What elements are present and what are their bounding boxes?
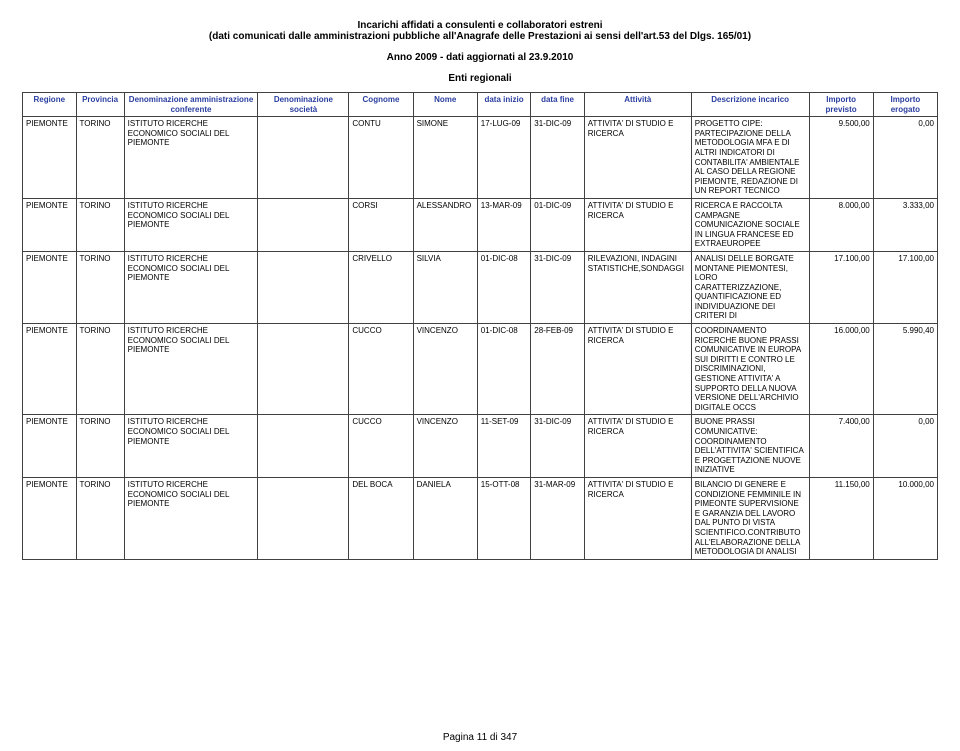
column-header: Denominazione società [258,93,349,117]
report-year-line: Anno 2009 - dati aggiornati al 23.9.2010 [22,52,938,63]
table-row: PIEMONTETORINOISTITUTO RICERCHE ECONOMIC… [23,324,938,415]
column-header: Importo erogato [873,93,937,117]
cell-descrizione: BILANCIO DI GENERE E CONDIZIONE FEMMINIL… [691,477,809,559]
cell-amministrazione: ISTITUTO RICERCHE ECONOMICO SOCIALI DEL … [124,198,258,251]
cell-provincia: TORINO [76,198,124,251]
cell-amministrazione: ISTITUTO RICERCHE ECONOMICO SOCIALI DEL … [124,251,258,323]
cell-erogato: 17.100,00 [873,251,937,323]
cell-data_inizio: 15-OTT-08 [477,477,531,559]
cell-data_fine: 28-FEB-09 [531,324,585,415]
cell-societa [258,251,349,323]
cell-amministrazione: ISTITUTO RICERCHE ECONOMICO SOCIALI DEL … [124,324,258,415]
column-header: Cognome [349,93,413,117]
cell-previsto: 8.000,00 [809,198,873,251]
cell-regione: PIEMONTE [23,198,77,251]
cell-previsto: 16.000,00 [809,324,873,415]
cell-regione: PIEMONTE [23,324,77,415]
cell-previsto: 7.400,00 [809,415,873,478]
cell-previsto: 11.150,00 [809,477,873,559]
cell-erogato: 0,00 [873,415,937,478]
report-title-2: (dati comunicati dalle amministrazioni p… [22,31,938,42]
cell-data_fine: 31-MAR-09 [531,477,585,559]
cell-erogato: 10.000,00 [873,477,937,559]
cell-cognome: CONTU [349,117,413,199]
cell-provincia: TORINO [76,415,124,478]
cell-nome: VINCENZO [413,324,477,415]
cell-data_fine: 31-DIC-09 [531,117,585,199]
cell-amministrazione: ISTITUTO RICERCHE ECONOMICO SOCIALI DEL … [124,477,258,559]
cell-data_fine: 31-DIC-09 [531,251,585,323]
cell-nome: SIMONE [413,117,477,199]
cell-attivita: ATTIVITA' DI STUDIO E RICERCA [584,198,691,251]
column-header: Importo previsto [809,93,873,117]
column-header: Attività [584,93,691,117]
cell-data_inizio: 01-DIC-08 [477,324,531,415]
cell-regione: PIEMONTE [23,117,77,199]
column-header: data inizio [477,93,531,117]
cell-nome: DANIELA [413,477,477,559]
cell-amministrazione: ISTITUTO RICERCHE ECONOMICO SOCIALI DEL … [124,117,258,199]
report-section-heading: Enti regionali [22,73,938,84]
cell-descrizione: ANALISI DELLE BORGATE MONTANE PIEMONTESI… [691,251,809,323]
cell-provincia: TORINO [76,477,124,559]
table-row: PIEMONTETORINOISTITUTO RICERCHE ECONOMIC… [23,251,938,323]
cell-societa [258,415,349,478]
cell-cognome: CUCCO [349,415,413,478]
cell-attivita: ATTIVITA' DI STUDIO E RICERCA [584,117,691,199]
cell-regione: PIEMONTE [23,477,77,559]
cell-attivita: RILEVAZIONI, INDAGINI STATISTICHE,SONDAG… [584,251,691,323]
cell-erogato: 5.990,40 [873,324,937,415]
cell-nome: ALESSANDRO [413,198,477,251]
cell-data_inizio: 13-MAR-09 [477,198,531,251]
cell-societa [258,477,349,559]
cell-data_fine: 31-DIC-09 [531,415,585,478]
cell-attivita: ATTIVITA' DI STUDIO E RICERCA [584,477,691,559]
cell-data_inizio: 01-DIC-08 [477,251,531,323]
cell-cognome: DEL BOCA [349,477,413,559]
cell-attivita: ATTIVITA' DI STUDIO E RICERCA [584,324,691,415]
cell-societa [258,117,349,199]
cell-data_fine: 01-DIC-09 [531,198,585,251]
table-row: PIEMONTETORINOISTITUTO RICERCHE ECONOMIC… [23,477,938,559]
table-row: PIEMONTETORINOISTITUTO RICERCHE ECONOMIC… [23,117,938,199]
cell-regione: PIEMONTE [23,251,77,323]
cell-erogato: 3.333,00 [873,198,937,251]
table-row: PIEMONTETORINOISTITUTO RICERCHE ECONOMIC… [23,415,938,478]
cell-provincia: TORINO [76,324,124,415]
cell-data_inizio: 11-SET-09 [477,415,531,478]
cell-nome: VINCENZO [413,415,477,478]
cell-cognome: CUCCO [349,324,413,415]
cell-cognome: CORSI [349,198,413,251]
cell-previsto: 9.500,00 [809,117,873,199]
cell-nome: SILVIA [413,251,477,323]
column-header: Regione [23,93,77,117]
page-footer: Pagina 11 di 347 [0,732,960,743]
column-header: Provincia [76,93,124,117]
column-header: Descrizione incarico [691,93,809,117]
column-header: data fine [531,93,585,117]
data-table: RegioneProvinciaDenominazione amministra… [22,92,938,560]
cell-cognome: CRIVELLO [349,251,413,323]
table-header-row: RegioneProvinciaDenominazione amministra… [23,93,938,117]
cell-attivita: ATTIVITA' DI STUDIO E RICERCA [584,415,691,478]
cell-provincia: TORINO [76,251,124,323]
cell-societa [258,198,349,251]
column-header: Denominazione amministrazione conferente [124,93,258,117]
table-body: PIEMONTETORINOISTITUTO RICERCHE ECONOMIC… [23,117,938,560]
cell-descrizione: COORDINAMENTO RICERCHE BUONE PRASSI COMU… [691,324,809,415]
cell-erogato: 0,00 [873,117,937,199]
cell-previsto: 17.100,00 [809,251,873,323]
cell-societa [258,324,349,415]
cell-descrizione: BUONE PRASSI COMUNICATIVE: COORDINAMENTO… [691,415,809,478]
cell-data_inizio: 17-LUG-09 [477,117,531,199]
report-title-1: Incarichi affidati a consulenti e collab… [22,20,938,31]
cell-descrizione: RICERCA E RACCOLTA CAMPAGNE COMUNICAZION… [691,198,809,251]
cell-descrizione: PROGETTO CIPE: PARTECIPAZIONE DELLA METO… [691,117,809,199]
cell-provincia: TORINO [76,117,124,199]
column-header: Nome [413,93,477,117]
table-row: PIEMONTETORINOISTITUTO RICERCHE ECONOMIC… [23,198,938,251]
cell-amministrazione: ISTITUTO RICERCHE ECONOMICO SOCIALI DEL … [124,415,258,478]
cell-regione: PIEMONTE [23,415,77,478]
